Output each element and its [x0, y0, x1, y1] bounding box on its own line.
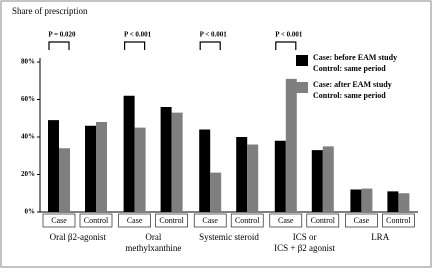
legend-swatch	[296, 55, 308, 66]
bracket	[124, 41, 146, 50]
category-box	[230, 213, 264, 228]
x-tick-label: Control	[386, 216, 411, 225]
bar	[96, 122, 107, 212]
x-tick-label: Control	[84, 216, 109, 225]
y-tick-label: 40%	[21, 133, 35, 141]
bar	[210, 172, 222, 212]
bar	[48, 120, 59, 212]
y-axis-label: Share of prescription	[12, 6, 88, 16]
legend-label: Case: after EAM study	[313, 80, 392, 89]
legend-label: Control: same period	[313, 64, 386, 73]
category-box	[306, 213, 340, 228]
legend-label: Control: same period	[313, 91, 386, 100]
y-tick-label: 80%	[21, 58, 35, 66]
category-box	[269, 213, 303, 228]
bar	[322, 146, 334, 212]
legend-swatch	[296, 82, 308, 93]
y-tick-label: 0%	[25, 208, 36, 216]
bracket	[48, 41, 70, 50]
group-label: methylxanthine	[125, 243, 181, 253]
bar	[247, 144, 259, 212]
bar	[171, 112, 183, 212]
y-tick-label: 60%	[21, 95, 35, 103]
category-box	[155, 213, 188, 228]
group-label: Systemic steroid	[199, 232, 259, 242]
bracket	[199, 41, 221, 50]
x-tick-label: Case	[127, 216, 143, 225]
bar	[123, 95, 135, 212]
bar	[285, 78, 297, 212]
bar	[361, 188, 373, 212]
annotation: P = 0.020	[48, 31, 76, 39]
group-label: LRA	[371, 232, 390, 242]
group-label: ICS or	[293, 232, 317, 242]
bar	[236, 137, 248, 212]
bar	[387, 191, 399, 212]
bar	[85, 125, 96, 212]
x-tick-label: Case	[354, 216, 370, 225]
bar	[59, 148, 70, 212]
category-box	[193, 213, 227, 228]
category-box	[42, 213, 76, 228]
category-box	[118, 213, 151, 228]
category-box	[79, 213, 113, 228]
annotation: P < 0.001	[200, 31, 228, 39]
bar	[311, 150, 323, 212]
y-tick-label: 20%	[21, 170, 35, 178]
bar	[274, 140, 286, 212]
x-tick-label: Control	[311, 216, 336, 225]
category-box	[345, 213, 378, 228]
bar	[350, 189, 362, 212]
x-tick-label: Control	[159, 216, 184, 225]
frame	[0, 0, 432, 268]
legend-label: Case: before EAM study	[313, 53, 397, 62]
bar	[134, 127, 146, 212]
x-tick-label: Control	[235, 216, 260, 225]
group-label: Oral	[145, 232, 161, 242]
annotation: P < 0.001	[275, 31, 303, 39]
x-tick-label: Case	[278, 216, 294, 225]
bar	[398, 193, 410, 212]
group-label: Oral β2-agonist	[50, 232, 107, 242]
group-label: ICS + β2 agonist	[274, 243, 335, 253]
category-box	[382, 213, 415, 228]
bar	[199, 129, 211, 212]
annotation: P < 0.001	[124, 31, 152, 39]
bar	[160, 107, 172, 212]
x-tick-label: Case	[51, 216, 67, 225]
bracket	[275, 41, 297, 50]
x-tick-label: Case	[202, 216, 218, 225]
